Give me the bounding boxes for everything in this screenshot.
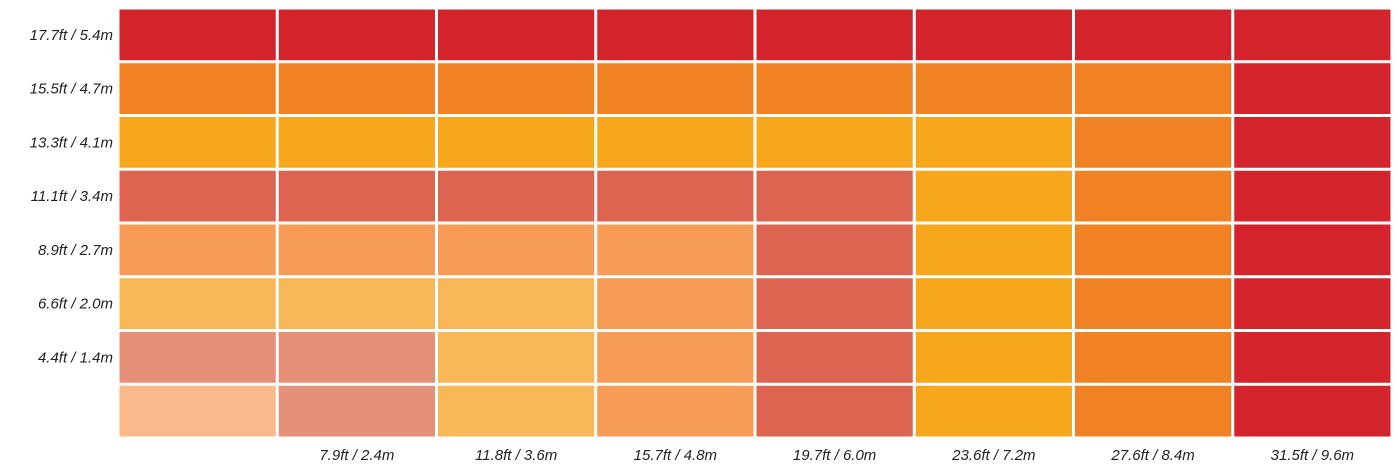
- heatmap-cell-r3-c6: [915, 117, 1072, 168]
- x-tick-label: 11.8ft / 3.6m: [475, 447, 557, 464]
- heatmap-cell-r8-c3: [438, 385, 595, 437]
- heatmap-cell-r1-c4: [597, 9, 754, 61]
- heatmap-cell-r7-c5: [756, 332, 913, 383]
- y-tick-label: 13.3ft / 4.1m: [30, 134, 113, 151]
- heatmap-cell-r5-c3: [438, 224, 595, 276]
- heatmap-cell-r4-c8: [1234, 170, 1391, 222]
- heatmap-cell-r2-c4: [597, 63, 754, 114]
- heatmap-cell-r8-c8: [1234, 385, 1391, 437]
- heatmap-cell-r1-c6: [915, 9, 1072, 61]
- heatmap-cell-r5-c8: [1234, 224, 1391, 276]
- heatmap-cell-r2-c7: [1075, 63, 1232, 114]
- heatmap-cell-r7-c4: [597, 332, 754, 383]
- heatmap-cell-r3-c1: [119, 117, 276, 168]
- heatmap-cell-r3-c3: [438, 117, 595, 168]
- heatmap-cell-r2-c3: [438, 63, 595, 114]
- heatmap-cell-r4-c2: [278, 170, 435, 222]
- x-tick-label: 27.6ft / 8.4m: [1110, 447, 1194, 464]
- heatmap-cell-r2-c8: [1234, 63, 1391, 114]
- heatmap-cell-r3-c7: [1075, 117, 1232, 168]
- heatmap-cell-r8-c5: [756, 385, 913, 437]
- heatmap-cell-r6-c8: [1234, 278, 1391, 329]
- heatmap-cell-r4-c5: [756, 170, 913, 222]
- heatmap-cell-r6-c3: [438, 278, 595, 329]
- heatmap-cell-r5-c1: [119, 224, 276, 276]
- heatmap-cell-r3-c5: [756, 117, 913, 168]
- heatmap-cell-r6-c1: [119, 278, 276, 329]
- heatmap-cell-r8-c6: [915, 385, 1072, 437]
- heatmap-cell-r7-c3: [438, 332, 595, 383]
- heatmap-cell-r2-c1: [119, 63, 276, 114]
- heatmap-cell-r7-c6: [915, 332, 1072, 383]
- x-tick-label: 19.7ft / 6.0m: [793, 447, 876, 464]
- heatmap-cell-r6-c5: [756, 278, 913, 329]
- heatmap-cells: [119, 9, 1391, 437]
- heatmap-cell-r7-c8: [1234, 332, 1391, 383]
- y-tick-label: 15.5ft / 4.7m: [30, 81, 113, 98]
- heatmap-cell-r8-c2: [278, 385, 435, 437]
- y-tick-label: 8.9ft / 2.7m: [38, 242, 113, 259]
- heatmap-cell-r4-c3: [438, 170, 595, 222]
- heatmap-cell-r6-c6: [915, 278, 1072, 329]
- heatmap-cell-r6-c7: [1075, 278, 1232, 329]
- y-axis-tick-labels: 17.7ft / 5.4m 15.5ft / 4.7m 13.3ft / 4.1m 1…: [30, 27, 113, 367]
- heatmap-cell-r5-c6: [915, 224, 1072, 276]
- x-tick-label: 7.9ft / 2.4m: [319, 447, 394, 464]
- y-tick-label: 17.7ft / 5.4m: [30, 27, 113, 44]
- y-tick-label: 6.6ft / 2.0m: [38, 296, 113, 313]
- y-tick-label: 11.1ft / 3.4m: [31, 188, 113, 205]
- heatmap-cell-r1-c3: [438, 9, 595, 61]
- y-tick-label: 4.4ft / 1.4m: [38, 349, 113, 366]
- x-tick-label: 31.5ft / 9.6m: [1271, 447, 1354, 464]
- heatmap-cell-r8-c4: [597, 385, 754, 437]
- x-axis-tick-labels: 7.9ft / 2.4m 11.8ft / 3.6m 15.7ft / 4.8m 19…: [319, 447, 1354, 464]
- x-tick-label: 15.7ft / 4.8m: [634, 447, 717, 464]
- heatmap-cell-r2-c6: [915, 63, 1072, 114]
- heatmap-cell-r3-c8: [1234, 117, 1391, 168]
- heatmap-cell-r8-c1: [119, 385, 276, 437]
- heatmap-cell-r6-c4: [597, 278, 754, 329]
- heatmap-cell-r7-c2: [278, 332, 435, 383]
- heatmap-cell-r4-c4: [597, 170, 754, 222]
- heatmap-cell-r4-c7: [1075, 170, 1232, 222]
- x-tick-label: 23.6ft / 7.2m: [951, 447, 1035, 464]
- heatmap-cell-r1-c7: [1075, 9, 1232, 61]
- heatmap-cell-r5-c2: [278, 224, 435, 276]
- heatmap-cell-r7-c1: [119, 332, 276, 383]
- heatmap-cell-r5-c5: [756, 224, 913, 276]
- heatmap-cell-r5-c7: [1075, 224, 1232, 276]
- heatmap-cell-r1-c2: [278, 9, 435, 61]
- heatmap-cell-r1-c5: [756, 9, 913, 61]
- heatmap-cell-r3-c4: [597, 117, 754, 168]
- heatmap-cell-r5-c4: [597, 224, 754, 276]
- heatmap-cell-r2-c2: [278, 63, 435, 114]
- heatmap-cell-r8-c7: [1075, 385, 1232, 437]
- heatmap-cell-r1-c1: [119, 9, 276, 61]
- heatmap-cell-r3-c2: [278, 117, 435, 168]
- heatmap-cell-r6-c2: [278, 278, 435, 329]
- heatmap-cell-r4-c6: [915, 170, 1072, 222]
- heatmap-cell-r4-c1: [119, 170, 276, 222]
- heatmap-cell-r2-c5: [756, 63, 913, 114]
- heatmap-cell-r1-c8: [1234, 9, 1391, 61]
- heatmap-cell-r7-c7: [1075, 332, 1232, 383]
